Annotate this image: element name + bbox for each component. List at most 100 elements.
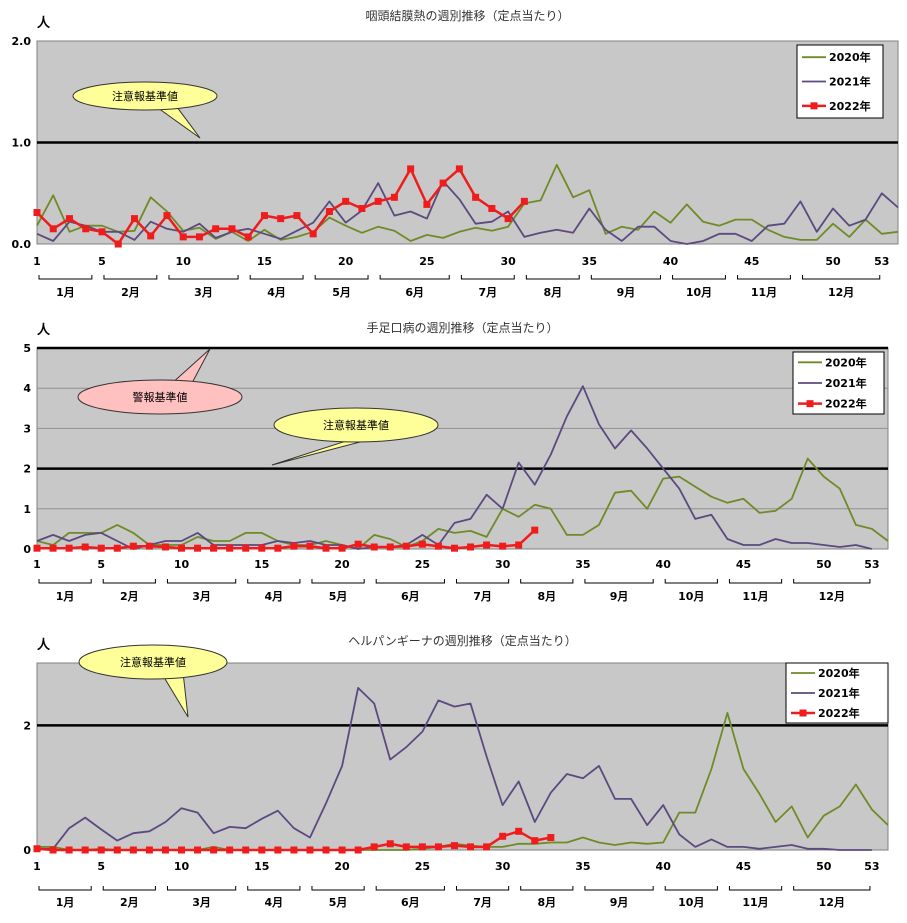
y-axis-unit: 人 xyxy=(37,637,51,653)
legend: 2020年 2021年 2022年 xyxy=(796,44,884,119)
data-point xyxy=(274,846,282,854)
x-tick-label: 53 xyxy=(874,255,889,268)
threshold-callout: 注意報基準値 xyxy=(78,644,228,718)
data-point xyxy=(277,215,285,223)
data-point xyxy=(370,543,378,551)
data-point xyxy=(147,232,155,240)
data-point xyxy=(306,542,314,550)
month-label: 9月 xyxy=(617,286,636,299)
threshold-label: 注意報基準値 xyxy=(120,655,186,669)
data-point xyxy=(354,846,362,854)
data-point xyxy=(242,544,250,552)
data-point xyxy=(130,215,138,223)
data-point xyxy=(274,544,282,552)
threshold-callout: 注意報基準値 xyxy=(72,81,218,139)
month-label: 11月 xyxy=(742,590,768,603)
x-tick-label: 40 xyxy=(656,558,672,571)
data-point xyxy=(434,843,442,851)
data-point xyxy=(210,544,218,552)
data-point xyxy=(483,541,491,549)
month-bracket xyxy=(793,579,871,584)
month-bracket xyxy=(103,275,158,280)
x-tick-label: 30 xyxy=(495,860,511,873)
x-tick-label: 50 xyxy=(816,558,832,571)
data-point xyxy=(81,543,89,551)
y-tick-label: 2 xyxy=(23,463,31,476)
y-tick-label: 0.0 xyxy=(12,238,32,251)
threshold-callout: 注意報基準値 xyxy=(271,407,439,466)
data-point xyxy=(113,544,121,552)
y-tick-label: 5 xyxy=(23,342,31,355)
data-point xyxy=(212,225,220,233)
data-point xyxy=(49,544,57,552)
x-tick-label: 15 xyxy=(257,255,272,268)
threshold-label: 注意報基準値 xyxy=(323,418,389,432)
data-point xyxy=(244,233,252,241)
data-point xyxy=(499,832,507,840)
y-tick-label: 1 xyxy=(23,503,31,516)
x-tick-label: 40 xyxy=(656,860,672,873)
data-point xyxy=(520,197,528,205)
month-bracket xyxy=(166,886,237,891)
data-point xyxy=(129,846,137,854)
callout-bubble xyxy=(78,644,228,680)
data-point xyxy=(450,544,458,552)
legend-label: 2021年 xyxy=(825,376,867,390)
data-point xyxy=(161,543,169,551)
data-point xyxy=(145,542,153,550)
data-point xyxy=(97,544,105,552)
month-label: 11月 xyxy=(742,896,768,909)
data-point xyxy=(178,544,186,552)
month-bracket xyxy=(590,275,661,280)
data-point xyxy=(145,846,153,854)
month-bracket xyxy=(379,275,450,280)
callout-bubble xyxy=(273,407,439,443)
x-tick-label: 35 xyxy=(582,255,597,268)
y-tick-label: 1.0 xyxy=(12,137,32,150)
data-point xyxy=(402,843,410,851)
month-bracket xyxy=(728,886,783,891)
month-label: 9月 xyxy=(610,590,629,603)
y-tick-label: 2.0 xyxy=(12,35,32,48)
month-label: 1月 xyxy=(56,286,75,299)
data-point xyxy=(98,228,106,236)
y-tick-label: 0 xyxy=(23,844,31,857)
data-point xyxy=(97,846,105,854)
x-tick-label: 35 xyxy=(575,558,590,571)
data-point xyxy=(65,215,73,223)
month-bracket xyxy=(247,579,301,584)
data-point xyxy=(483,843,491,851)
chart-title: 咽頭結膜熱の週別推移（定点当たり） xyxy=(365,8,569,23)
data-point xyxy=(390,193,398,201)
x-tick-label: 25 xyxy=(415,860,430,873)
x-tick-label: 15 xyxy=(254,860,269,873)
month-label: 8月 xyxy=(537,896,556,909)
month-bracket xyxy=(38,579,92,584)
month-bracket xyxy=(249,275,304,280)
month-label: 5月 xyxy=(329,896,348,909)
month-label: 12月 xyxy=(828,286,854,299)
month-label: 2月 xyxy=(120,896,139,909)
month-bracket xyxy=(38,275,93,280)
x-tick-label: 1 xyxy=(33,860,41,873)
x-tick-label: 30 xyxy=(500,255,516,268)
month-bracket xyxy=(375,886,445,891)
data-point xyxy=(163,212,171,220)
data-point xyxy=(322,544,330,552)
callout-bubble xyxy=(72,81,218,111)
data-point xyxy=(290,542,298,550)
month-label: 11月 xyxy=(751,286,777,299)
y-tick-label: 3 xyxy=(23,422,31,435)
x-tick-label: 25 xyxy=(419,255,434,268)
month-bracket xyxy=(102,886,156,891)
month-label: 10月 xyxy=(686,286,712,299)
data-point xyxy=(49,846,57,854)
data-point xyxy=(402,542,410,550)
month-label: 6月 xyxy=(401,896,420,909)
month-label: 5月 xyxy=(332,286,351,299)
month-label: 4月 xyxy=(265,590,284,603)
data-point xyxy=(338,846,346,854)
data-point xyxy=(354,540,362,548)
data-point xyxy=(33,845,41,853)
